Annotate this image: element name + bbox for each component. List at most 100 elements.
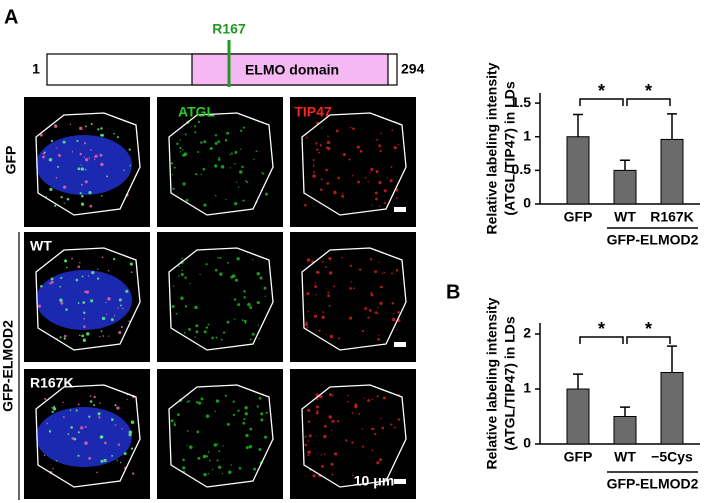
x-tick-label: WT — [614, 449, 636, 465]
speckle — [307, 454, 310, 457]
speckle — [257, 324, 259, 326]
speckle — [103, 458, 107, 463]
speckle — [222, 445, 224, 447]
speckle — [376, 395, 379, 398]
speckle — [246, 181, 248, 184]
speckle — [376, 461, 380, 465]
speckle — [260, 418, 264, 422]
speckle — [304, 435, 307, 438]
speckle — [205, 263, 208, 266]
speckle — [81, 334, 85, 338]
speckle — [54, 124, 56, 126]
speckle — [49, 282, 52, 285]
end-label: 294 — [401, 61, 425, 77]
speckle — [241, 165, 244, 169]
speckle — [97, 412, 101, 416]
speckle — [90, 149, 92, 151]
speckle — [214, 268, 218, 272]
speckle — [177, 413, 180, 416]
speckle — [256, 301, 260, 305]
speckle — [203, 203, 207, 207]
speckle — [101, 316, 106, 321]
speckle — [312, 174, 316, 178]
speckle — [126, 398, 128, 400]
column-label: ATGL — [178, 104, 216, 120]
speckle — [217, 256, 219, 259]
speckle — [100, 435, 104, 439]
speckle — [56, 147, 58, 149]
speckle — [242, 421, 246, 425]
speckle — [237, 186, 240, 188]
speckle — [118, 330, 122, 335]
speckle — [102, 335, 105, 337]
speckle — [329, 334, 334, 339]
speckle — [243, 296, 246, 299]
speckle — [89, 204, 93, 208]
speckle — [116, 136, 119, 139]
speckle — [245, 433, 249, 438]
speckle — [205, 414, 210, 418]
speckle — [249, 306, 253, 310]
speckle — [327, 146, 331, 151]
speckle — [195, 324, 199, 328]
cell-outline — [301, 247, 407, 351]
cell-signal — [36, 407, 132, 467]
speckle — [79, 126, 83, 131]
speckle — [244, 322, 247, 324]
speckle — [79, 334, 81, 337]
speckle — [238, 467, 242, 470]
y-axis-label: Relative labeling intensity — [484, 297, 500, 469]
speckle — [378, 261, 380, 263]
speckle — [181, 257, 183, 260]
speckle — [306, 258, 311, 262]
speckle — [390, 166, 393, 169]
speckle — [315, 411, 319, 415]
cell-outline — [168, 384, 274, 488]
speckle — [313, 314, 318, 318]
speckle — [349, 287, 352, 290]
speckle — [188, 400, 191, 403]
cell-outline — [301, 112, 407, 216]
speckle — [354, 404, 358, 409]
speckle — [241, 319, 244, 322]
speckle — [183, 332, 186, 334]
speckle — [48, 430, 52, 433]
speckle — [188, 328, 191, 331]
speckle — [58, 154, 61, 157]
speckle — [232, 413, 236, 417]
speckle — [242, 199, 245, 202]
speckle — [90, 123, 93, 126]
speckle — [377, 337, 380, 341]
speckle — [328, 393, 332, 397]
speckle — [85, 290, 89, 294]
speckle — [213, 443, 218, 447]
speckle — [113, 132, 115, 135]
speckle — [323, 434, 327, 439]
speckle — [75, 409, 78, 412]
speckle — [101, 256, 104, 259]
speckle — [195, 330, 199, 334]
speckle — [326, 182, 330, 185]
group-label: GFP-ELMOD2 — [607, 476, 699, 492]
speckle — [367, 181, 369, 183]
speckle — [217, 158, 221, 161]
mutation-label: R167 — [212, 21, 246, 37]
speckle — [130, 447, 134, 450]
speckle — [263, 286, 267, 290]
speckle — [106, 175, 109, 178]
speckle — [208, 459, 211, 462]
cell-signal — [36, 270, 132, 330]
speckle — [315, 293, 317, 296]
speckle — [49, 187, 53, 192]
group-label: GFP-ELMOD2 — [607, 232, 699, 248]
cell-outline — [35, 384, 141, 488]
speckle — [170, 162, 174, 165]
speckle — [308, 434, 312, 438]
speckle — [370, 427, 374, 430]
speckle — [262, 172, 265, 175]
speckle — [259, 276, 263, 280]
speckle — [239, 170, 243, 174]
micrograph — [157, 369, 283, 499]
speckle — [173, 285, 175, 287]
speckle — [318, 271, 321, 273]
